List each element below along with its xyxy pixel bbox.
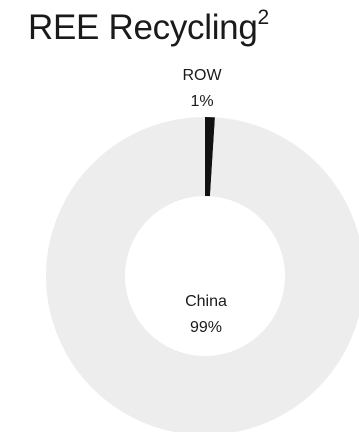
slice-label-row-name: ROW (182, 67, 222, 84)
donut-slices (45, 117, 359, 432)
slice-label-china-name: China (185, 293, 227, 310)
chart-title-footnote: 2 (257, 6, 270, 29)
chart-title-text: REE Recycling (28, 8, 258, 47)
slice-label-row-value: 1% (190, 93, 213, 110)
chart-title: REE Recycling2 (28, 6, 269, 50)
slice-china (45, 117, 359, 432)
slice-row (205, 117, 215, 197)
slice-label-china-value: 99% (190, 319, 222, 336)
